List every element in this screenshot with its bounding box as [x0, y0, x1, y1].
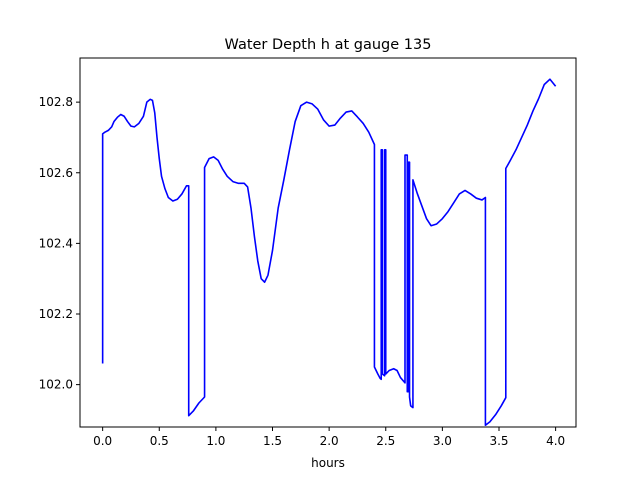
x-tick-label: 1.5 — [263, 434, 282, 448]
chart-title: Water Depth h at gauge 135 — [225, 37, 432, 53]
x-tick-label: 3.5 — [489, 434, 508, 448]
x-tick-label: 1.0 — [206, 434, 225, 448]
y-tick-label: 102.6 — [39, 166, 73, 180]
x-tick-label: 2.0 — [320, 434, 339, 448]
y-tick-label: 102.4 — [39, 236, 73, 250]
y-tick-label: 102.8 — [39, 95, 73, 109]
y-tick-label: 102.2 — [39, 307, 73, 321]
x-tick-label: 4.0 — [546, 434, 565, 448]
series-line-0 — [101, 78, 557, 427]
x-tick-label: 2.5 — [376, 434, 395, 448]
axes: 0.0 0.5 1.0 1.5 2.0 2.5 3.0 3.5 4.0 102.0 102.2 102… — [39, 57, 577, 448]
y-tick-label: 102.0 — [39, 378, 73, 392]
x-tick-label: 0.0 — [93, 434, 112, 448]
plot-frame — [79, 57, 577, 428]
x-tick-label: 3.0 — [433, 434, 452, 448]
plot-area — [101, 78, 557, 427]
x-axis-label: hours — [311, 456, 345, 470]
x-tick-label: 0.5 — [150, 434, 169, 448]
